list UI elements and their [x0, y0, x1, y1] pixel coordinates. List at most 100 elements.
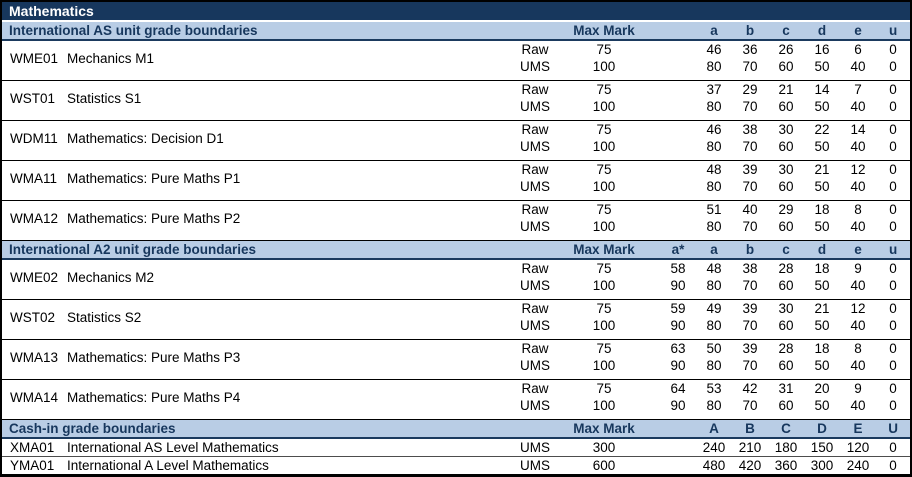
mark-type: UMS	[520, 398, 550, 413]
separator-cell	[2, 115, 911, 121]
grade-boundary-value: 29	[778, 202, 794, 217]
unit-separator	[2, 75, 911, 81]
grade-boundary-value: 70	[742, 139, 758, 154]
grade-boundary-value: 30	[778, 122, 794, 137]
grade-boundary-value: 50	[814, 219, 830, 234]
grade-boundary-value: 6	[854, 42, 862, 57]
grade-boundary-value: 30	[778, 162, 794, 177]
mark-type: Raw	[521, 381, 549, 396]
grade-boundary-value: 60	[778, 219, 794, 234]
grade-boundary-value: 48	[706, 162, 722, 177]
unit-row: UMS 100 90 80 70 60 50 40 0	[2, 357, 910, 374]
max-mark-value: 75	[596, 202, 612, 217]
grade-column-header: u	[876, 21, 911, 41]
unit-code: WMA11	[10, 170, 58, 186]
grade-boundary-value: 120	[840, 438, 876, 457]
max-mark-value: 100	[592, 278, 616, 293]
grade-boundary-value: 80	[706, 278, 722, 293]
unit-row: UMS 100 80 70 60 50 40 0	[2, 218, 910, 235]
grade-boundary-value: 50	[814, 358, 830, 373]
unit-title: Mechanics M2	[67, 269, 155, 285]
grade-boundary-value: 70	[742, 358, 758, 373]
grade-boundary-value: 40	[850, 398, 866, 413]
spacer-cell	[644, 300, 660, 318]
separator-cell	[2, 155, 911, 161]
unit-row: WME01 Mechanics M1 Raw 75 46 36 26 16 6 0	[2, 40, 910, 66]
max-mark-value: 100	[592, 318, 616, 333]
unit-title: Mathematics: Pure Maths P4	[67, 389, 241, 405]
grade-boundary-value: 150	[804, 438, 840, 457]
unit-row: UMS 100 80 70 60 50 40 0	[2, 58, 910, 75]
grade-boundary-value: 50	[814, 318, 830, 333]
grade-boundary-value	[660, 58, 696, 75]
mark-type: Raw	[521, 341, 549, 356]
grade-boundary-value: 40	[850, 278, 866, 293]
separator-cell	[2, 235, 911, 241]
unit-separator	[2, 334, 911, 340]
unit-code: WST02	[10, 309, 56, 325]
grade-boundary-value: 60	[778, 59, 794, 74]
grade-boundary-value: 70	[742, 318, 758, 333]
grade-boundary-value: 80	[706, 99, 722, 114]
grade-boundary-value: 50	[814, 99, 830, 114]
spacer-cell	[644, 397, 660, 414]
spacer-cell	[644, 457, 660, 475]
grade-boundary-value: 40	[742, 202, 758, 217]
grade-boundary-value: 0	[889, 398, 897, 413]
grade-boundary-value: 38	[742, 122, 758, 137]
grade-boundary-value	[660, 121, 696, 139]
grade-boundary-value: 18	[814, 202, 830, 217]
grade-boundary-value: 60	[778, 179, 794, 194]
grade-boundary-value: 0	[889, 42, 897, 57]
unit-separator	[2, 374, 911, 380]
mark-type: UMS	[520, 278, 550, 293]
grade-column-header: d	[804, 240, 840, 260]
mark-type: UMS	[506, 438, 564, 457]
spacer-cell	[644, 98, 660, 115]
grade-boundary-value: 0	[889, 179, 897, 194]
grade-boundary-value: 39	[742, 301, 758, 316]
grade-boundary-value: 0	[889, 341, 897, 356]
max-mark-value: 100	[592, 179, 616, 194]
grade-boundary-value: 60	[778, 398, 794, 413]
grade-boundary-value: 40	[850, 59, 866, 74]
grade-boundary-value	[660, 218, 696, 235]
spacer-cell	[644, 58, 660, 75]
grade-boundary-value	[660, 161, 696, 179]
grade-boundary-value: 50	[814, 398, 830, 413]
grade-boundary-value: 70	[742, 99, 758, 114]
grade-boundary-value: 51	[706, 202, 722, 217]
grade-column-header: c	[768, 21, 804, 41]
grade-boundary-value: 53	[706, 381, 722, 396]
grade-boundary-value: 480	[702, 458, 726, 473]
mark-type: UMS	[520, 99, 550, 114]
grade-boundary-value	[660, 457, 696, 475]
section-header-row: Cash-in grade boundaries Max Mark A B C D E U	[2, 419, 911, 439]
unit-row: WST01 Statistics S1 Raw 75 37 29 21 14 7 0	[2, 81, 910, 106]
separator-cell	[2, 414, 911, 420]
unit-row: UMS 100 80 70 60 50 40 0	[2, 138, 910, 155]
unit-row: UMS 100 90 80 70 60 50 40 0	[2, 397, 910, 414]
grade-boundary-value: 22	[814, 122, 830, 137]
grade-boundary-value: 0	[889, 301, 897, 316]
grade-boundary-value: 16	[814, 42, 830, 57]
grade-column-header: u	[876, 240, 911, 260]
grade-boundary-value: 0	[889, 82, 897, 97]
spacer-cell	[644, 81, 660, 99]
grade-boundary-value: 80	[706, 219, 722, 234]
grade-column-header: a	[696, 240, 732, 260]
grade-column-header: b	[732, 21, 768, 41]
spacer-cell	[644, 218, 660, 235]
grade-boundary-value: 8	[854, 341, 862, 356]
grade-boundary-value: 0	[889, 99, 897, 114]
spacer-cell	[644, 138, 660, 155]
grade-boundary-value: 21	[814, 162, 830, 177]
unit-row: WST02 Statistics S2 Raw 75 59 49 39 30 21 12 0	[2, 300, 910, 325]
grade-boundary-value: 90	[670, 358, 686, 373]
max-mark-value: 100	[592, 99, 616, 114]
mark-type: UMS	[520, 358, 550, 373]
unit-title: Mathematics: Pure Maths P1	[67, 170, 241, 186]
grade-boundary-value: 14	[814, 82, 830, 97]
unit-code: WME01	[10, 50, 59, 66]
